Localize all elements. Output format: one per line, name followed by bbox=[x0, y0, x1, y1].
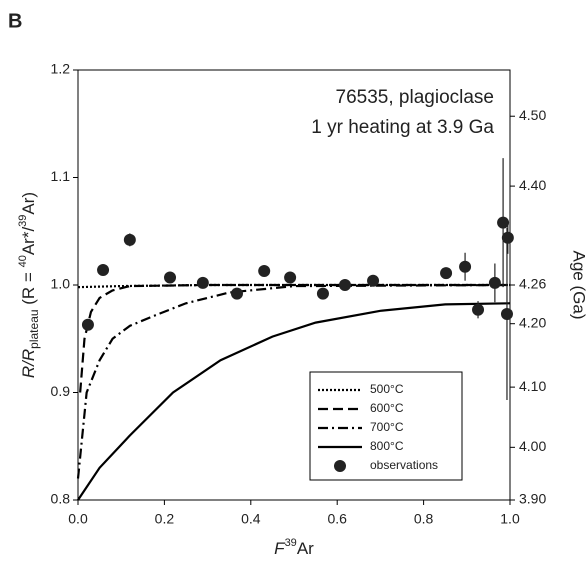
y-tick-label: 1.0 bbox=[51, 276, 71, 292]
y2-tick-label: 4.26 bbox=[519, 276, 546, 292]
y-tick-label: 0.9 bbox=[51, 383, 71, 399]
y2-tick-label: 4.10 bbox=[519, 378, 546, 394]
line-series bbox=[77, 302, 511, 501]
x-tick-label: 0.6 bbox=[327, 511, 347, 527]
y-tick-label: 1.2 bbox=[51, 61, 71, 77]
y-axis-label: R/Rplateau (R = 40Ar*/39Ar) bbox=[17, 192, 41, 378]
observation bbox=[367, 274, 380, 287]
observation bbox=[123, 233, 136, 246]
y2-tick-label: 3.90 bbox=[519, 491, 546, 507]
y-label-part: 39 bbox=[17, 215, 29, 227]
x-tick-label: 1.0 bbox=[500, 511, 520, 527]
y-tick-label: 1.1 bbox=[51, 168, 71, 184]
panel-label: B bbox=[8, 10, 22, 32]
legend-marker bbox=[334, 460, 346, 472]
observation bbox=[316, 287, 329, 300]
y2-tick-label: 4.50 bbox=[519, 107, 546, 123]
y2-tick-label: 4.40 bbox=[519, 177, 546, 193]
observation bbox=[284, 271, 297, 284]
legend-label: 600°C bbox=[370, 401, 404, 415]
legend-label: observations bbox=[370, 458, 438, 472]
observation bbox=[97, 263, 110, 276]
observation bbox=[196, 276, 209, 289]
x-tick-label: 0.8 bbox=[414, 511, 434, 527]
x-tick-label: 0.4 bbox=[241, 511, 261, 527]
y2-axis-label: Age (Ga) bbox=[570, 251, 586, 320]
x-axis-label: F39Ar bbox=[274, 537, 314, 559]
y-label-part: R/R bbox=[19, 349, 38, 378]
y2-tick-label: 4.20 bbox=[519, 314, 546, 330]
x-tick-label: 0.0 bbox=[68, 511, 88, 527]
x-label-part: 39 bbox=[285, 537, 297, 549]
legend-label: 500°C bbox=[370, 382, 404, 396]
observation bbox=[472, 303, 485, 316]
y-label-part: Ar) bbox=[19, 192, 38, 215]
y2-tick-label: 4.00 bbox=[519, 438, 546, 454]
y-tick-label: 0.8 bbox=[51, 491, 71, 507]
observation bbox=[440, 267, 453, 280]
observation bbox=[81, 318, 94, 331]
y-label-part: 40 bbox=[17, 255, 29, 267]
observation bbox=[164, 271, 177, 284]
annotation: 76535, plagioclase bbox=[336, 87, 494, 108]
x-tick-label: 0.2 bbox=[155, 511, 175, 527]
annotation: 1 yr heating at 3.9 Ga bbox=[311, 117, 494, 138]
line-series bbox=[79, 283, 510, 393]
legend-label: 700°C bbox=[370, 420, 404, 434]
line-series bbox=[76, 283, 511, 479]
y-label-part: Ar*/ bbox=[19, 227, 38, 256]
x-label-part: Ar bbox=[297, 539, 314, 558]
observation bbox=[500, 308, 513, 321]
observation bbox=[497, 216, 510, 229]
y-label-part: plateau bbox=[27, 309, 41, 348]
observation bbox=[501, 231, 514, 244]
observation bbox=[338, 279, 351, 291]
observation bbox=[258, 265, 271, 278]
observation bbox=[488, 276, 501, 289]
legend-label: 800°C bbox=[370, 439, 404, 453]
x-label-part: F bbox=[274, 539, 286, 558]
observation bbox=[459, 260, 472, 273]
y-label-part: (R = bbox=[19, 267, 38, 309]
observation bbox=[230, 287, 243, 300]
